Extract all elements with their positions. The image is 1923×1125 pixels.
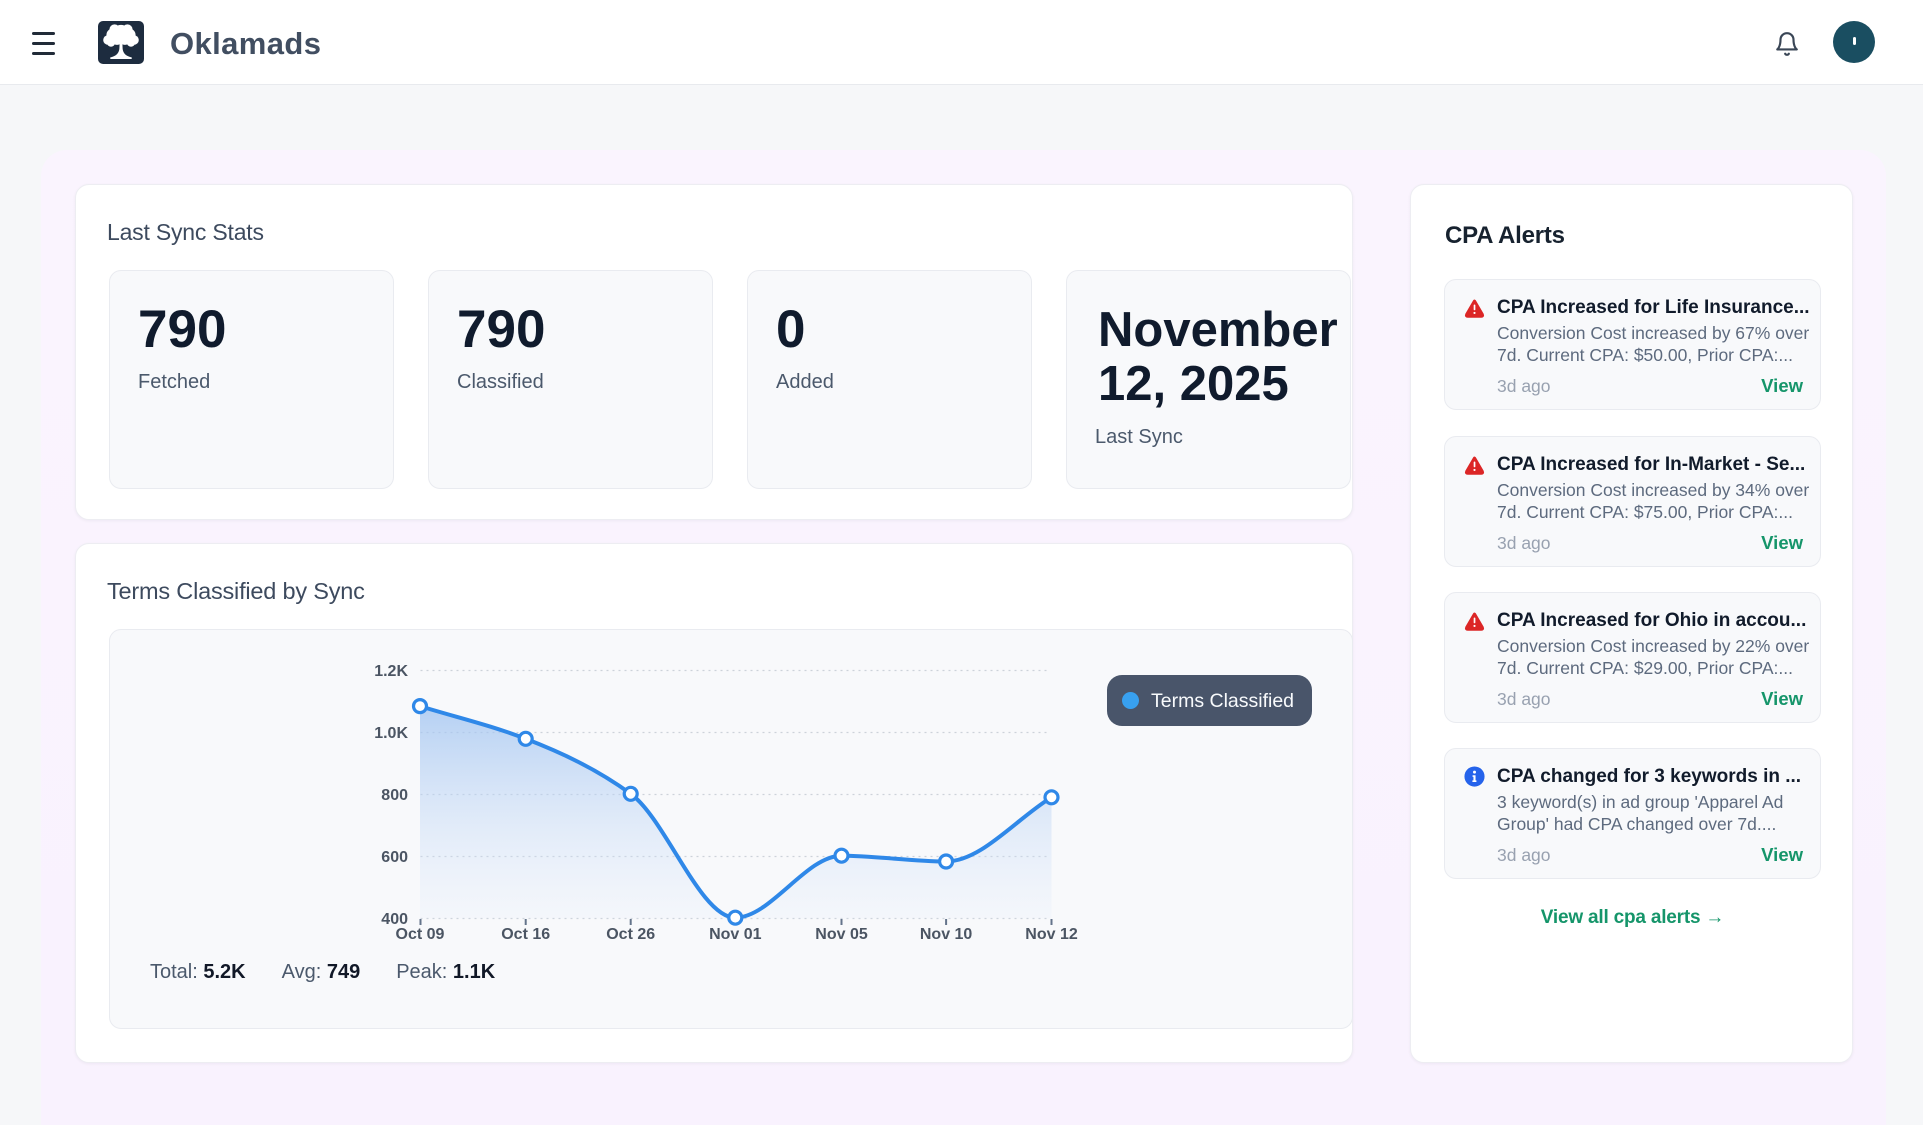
- svg-text:Nov 01: Nov 01: [709, 926, 762, 943]
- svg-text:400: 400: [381, 911, 408, 928]
- svg-text:Oct 16: Oct 16: [501, 926, 550, 943]
- svg-text:Oct 26: Oct 26: [606, 926, 655, 943]
- svg-text:1.2K: 1.2K: [374, 663, 408, 680]
- svg-text:1.0K: 1.0K: [374, 725, 408, 742]
- svg-text:Nov 12: Nov 12: [1025, 926, 1078, 943]
- svg-text:Oct 09: Oct 09: [396, 926, 445, 943]
- svg-text:600: 600: [381, 849, 408, 866]
- svg-text:800: 800: [381, 787, 408, 804]
- svg-text:Nov 05: Nov 05: [815, 926, 868, 943]
- svg-text:Nov 10: Nov 10: [920, 926, 973, 943]
